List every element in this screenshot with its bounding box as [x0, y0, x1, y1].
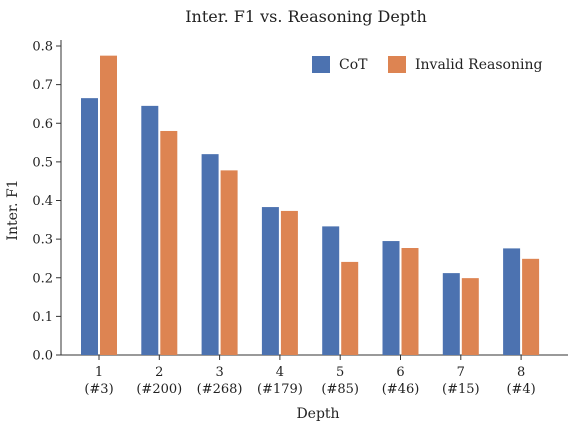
x-tick-label: 4: [276, 365, 284, 380]
y-tick-label: 0.2: [32, 271, 53, 286]
x-tick-count-label: (#268): [197, 382, 243, 397]
bar-invalid-reasoning-depth-4: [280, 210, 298, 355]
x-axis-label: Depth: [296, 406, 339, 422]
bar-cot-depth-3: [201, 154, 219, 355]
x-tick-count-label: (#46): [382, 382, 420, 397]
chart-title: Inter. F1 vs. Reasoning Depth: [185, 7, 427, 26]
x-tick-count-label: (#4): [506, 382, 535, 397]
x-tick-count-label: (#85): [321, 382, 359, 397]
y-tick-label: 0.0: [32, 349, 53, 364]
x-tick-count-label: (#200): [136, 382, 182, 397]
bar-cot-depth-5: [322, 226, 340, 355]
bar-cot-depth-2: [141, 105, 159, 356]
x-tick-label: 6: [396, 365, 404, 380]
legend: CoT Invalid Reasoning: [312, 56, 542, 73]
y-axis-label: Inter. F1: [5, 179, 21, 240]
plot-area: 0.0 0.1 0.2 0.3 0.4 0.5 0.6 0.7 0.8 1 (#3) 2 (#200) 3…: [32, 40, 568, 397]
bar-invalid-reasoning-depth-2: [160, 130, 178, 355]
bar-cot-depth-1: [81, 98, 98, 356]
x-tick-label: 7: [457, 365, 465, 380]
y-tick-label: 0.3: [32, 233, 53, 248]
y-tick-label: 0.4: [32, 194, 53, 209]
x-tick-label: 1: [95, 365, 103, 380]
x-tick-label: 8: [517, 365, 525, 380]
bar-cot-depth-4: [261, 207, 279, 355]
bar-invalid-reasoning-depth-5: [341, 261, 359, 355]
bar-invalid-reasoning-depth-6: [401, 248, 419, 355]
bar-invalid-reasoning-depth-8: [522, 258, 540, 355]
y-tick-label: 0.5: [32, 155, 53, 170]
x-tick-count-label: (#15): [442, 382, 480, 397]
legend-swatch-cot: [312, 56, 330, 73]
bar-invalid-reasoning-depth-3: [220, 170, 238, 355]
bar-cot-depth-7: [442, 273, 460, 355]
legend-label-invalid-reasoning: Invalid Reasoning: [415, 57, 542, 73]
x-tick-label: 5: [336, 365, 344, 380]
x-tick-count-label: (#179): [257, 382, 303, 397]
y-tick-label: 0.8: [32, 40, 53, 55]
x-tick-count-label: (#3): [84, 382, 113, 397]
y-tick-label: 0.7: [32, 78, 53, 93]
x-tick-label: 3: [215, 365, 223, 380]
x-tick-label: 2: [155, 365, 163, 380]
bar-invalid-reasoning-depth-1: [100, 55, 117, 355]
y-tick-label: 0.6: [32, 117, 53, 132]
bar-invalid-reasoning-depth-7: [461, 278, 479, 355]
legend-swatch-invalid-reasoning: [388, 56, 406, 73]
legend-label-cot: CoT: [339, 57, 368, 73]
y-tick-label: 0.1: [32, 310, 53, 325]
bar-cot-depth-8: [503, 248, 521, 355]
bar-cot-depth-6: [382, 241, 400, 355]
